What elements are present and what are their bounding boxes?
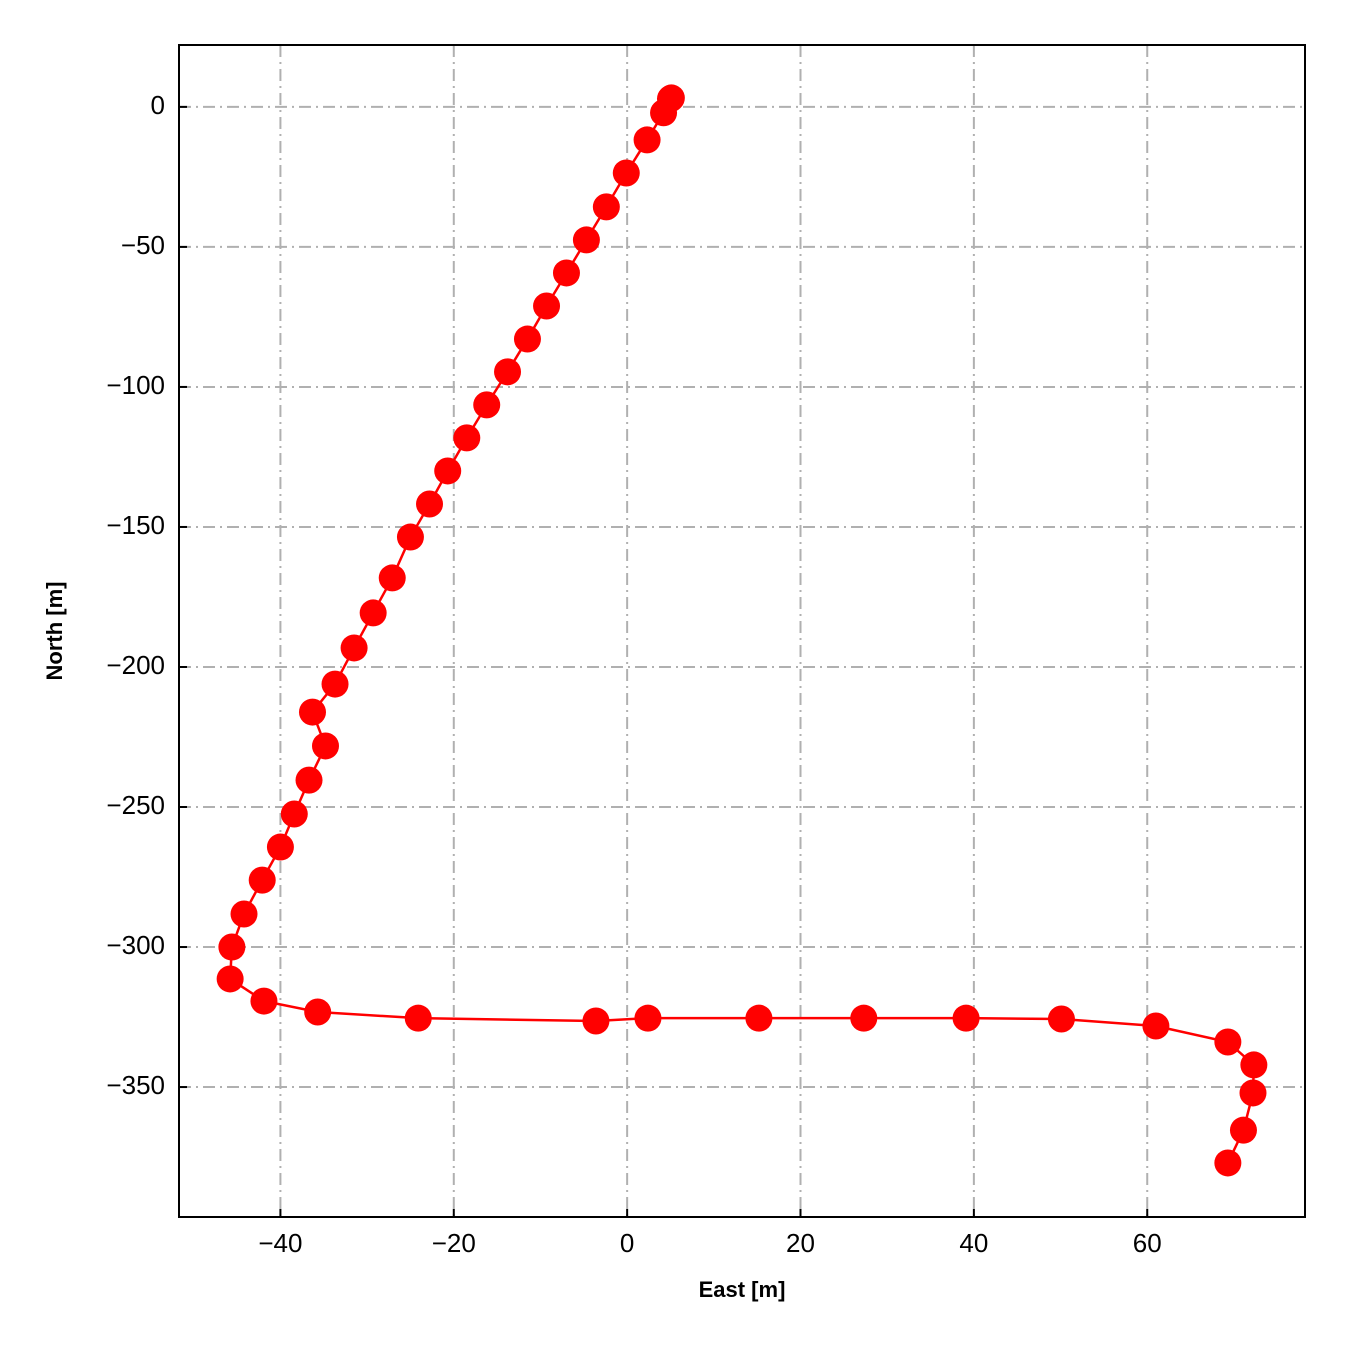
y-tick-label: −350: [106, 1070, 165, 1100]
x-axis-label: East [m]: [699, 1277, 786, 1302]
marker: [650, 99, 678, 127]
marker: [572, 226, 600, 254]
marker: [416, 490, 444, 518]
marker: [1214, 1149, 1242, 1177]
marker: [295, 766, 323, 794]
x-tick-label: −20: [432, 1228, 476, 1258]
y-tick-label: −50: [121, 230, 165, 260]
plot-frame: [178, 44, 1306, 1218]
marker: [582, 1007, 610, 1035]
y-tick-label: −300: [106, 930, 165, 960]
marker: [633, 126, 661, 154]
y-axis-label: North [m]: [42, 582, 67, 681]
marker: [280, 800, 308, 828]
marker: [494, 358, 522, 386]
marker: [552, 259, 580, 287]
marker: [1214, 1028, 1242, 1056]
y-tick-label: −150: [106, 510, 165, 540]
marker: [216, 965, 244, 993]
marker: [612, 159, 640, 187]
y-tick-label: −200: [106, 650, 165, 680]
marker: [1229, 1116, 1257, 1144]
x-tick-label: 0: [620, 1228, 634, 1258]
y-tick-label: −250: [106, 790, 165, 820]
y-tick-label: −100: [106, 370, 165, 400]
y-tick-label: 0: [151, 90, 165, 120]
marker: [453, 424, 481, 452]
marker: [745, 1004, 773, 1032]
marker: [850, 1004, 878, 1032]
marker: [1239, 1079, 1267, 1107]
x-tick-label: 60: [1133, 1228, 1162, 1258]
marker: [634, 1004, 662, 1032]
marker: [533, 292, 561, 320]
marker: [230, 900, 258, 928]
x-tick-label: 20: [786, 1228, 815, 1258]
marker: [404, 1004, 432, 1032]
marker: [298, 698, 326, 726]
marker: [513, 325, 541, 353]
track-line: [228, 97, 1256, 1164]
marker: [311, 732, 339, 760]
marker: [218, 933, 246, 961]
marker: [250, 987, 278, 1015]
marker: [592, 193, 620, 221]
marker: [473, 391, 501, 419]
marker: [396, 523, 424, 551]
x-tick-label: −40: [258, 1228, 302, 1258]
marker: [266, 833, 294, 861]
marker: [434, 457, 462, 485]
marker: [378, 564, 406, 592]
marker: [359, 599, 387, 627]
marker: [952, 1004, 980, 1032]
marker: [340, 634, 368, 662]
marker: [1142, 1012, 1170, 1040]
marker: [304, 998, 332, 1026]
marker: [248, 866, 276, 894]
marker: [1047, 1005, 1075, 1033]
x-tick-label: 40: [959, 1228, 988, 1258]
marker: [321, 670, 349, 698]
marker: [1240, 1051, 1268, 1079]
